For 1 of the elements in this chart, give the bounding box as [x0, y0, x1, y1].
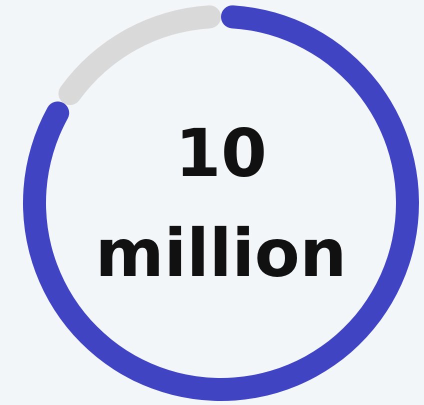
- text: 10 million: [95, 115, 347, 292]
